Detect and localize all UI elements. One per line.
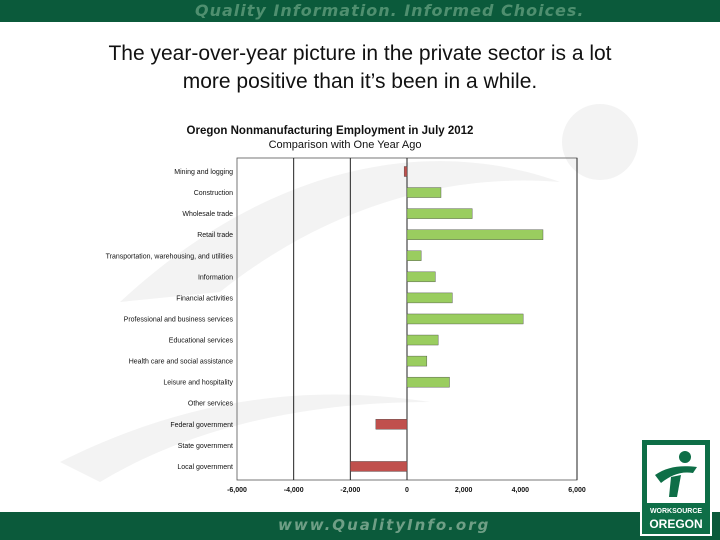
category-label: Federal government <box>170 422 233 429</box>
category-label: Leisure and hospitality <box>163 380 233 387</box>
bar <box>406 355 428 367</box>
slide-title-line-2: more positive than it’s been in a while. <box>182 70 538 93</box>
category-label: Mining and logging <box>174 169 233 176</box>
bottom-banner: www.QualityInfo.org <box>0 512 720 540</box>
slide-title-line-1: The year-over-year picture in the privat… <box>108 42 612 65</box>
category-label: Information <box>198 274 233 281</box>
category-label: Wholesale trade <box>182 211 233 218</box>
chart-subtitle: Comparison with One Year Ago <box>269 139 422 151</box>
logo-text-worksource: WORKSOURCE <box>649 508 703 515</box>
category-label: Other services <box>188 401 234 408</box>
top-banner: Quality Information. Informed Choices. <box>0 0 720 22</box>
category-label: State government <box>178 443 233 450</box>
bar <box>406 229 544 240</box>
bar <box>406 334 439 346</box>
bar <box>406 313 524 325</box>
x-tick-label: 2,000 <box>455 487 473 494</box>
bar <box>350 461 408 472</box>
bar <box>406 271 436 283</box>
bar <box>406 292 453 304</box>
category-label: Financial activities <box>176 295 233 302</box>
x-tick-label: -6,000 <box>227 487 247 494</box>
x-tick-label: 0 <box>405 487 409 494</box>
category-label: Transportation, warehousing, and utiliti… <box>106 253 234 260</box>
category-label: Educational services <box>169 338 234 345</box>
slide-title: The year-over-year picture in the privat… <box>20 40 700 96</box>
bar <box>406 208 473 219</box>
worksource-oregon-logo[interactable]: WORKSOURCE OREGON <box>640 438 712 536</box>
x-tick-label: 4,000 <box>512 487 530 494</box>
background-swoosh <box>60 104 638 482</box>
chart-title: Oregon Nonmanufacturing Employment in Ju… <box>187 125 474 137</box>
category-label: Local government <box>177 464 233 471</box>
bar <box>406 250 422 261</box>
bar <box>406 187 442 198</box>
category-label: Professional and business services <box>124 316 234 323</box>
x-tick-label: 6,000 <box>568 487 586 494</box>
x-tick-label: -2,000 <box>340 487 360 494</box>
logo-text-oregon: OREGON <box>649 517 703 531</box>
x-tick-label: -4,000 <box>284 487 304 494</box>
banner-tagline: Quality Information. Informed Choices. <box>195 1 585 20</box>
bar <box>406 376 450 388</box>
runner-icon <box>647 445 705 503</box>
category-label: Retail trade <box>197 232 233 239</box>
bar <box>375 419 408 430</box>
website-url[interactable]: www.QualityInfo.org <box>278 516 491 534</box>
bar <box>403 166 408 177</box>
category-label: Health care and social assistance <box>129 359 233 366</box>
category-label: Construction <box>194 190 233 197</box>
